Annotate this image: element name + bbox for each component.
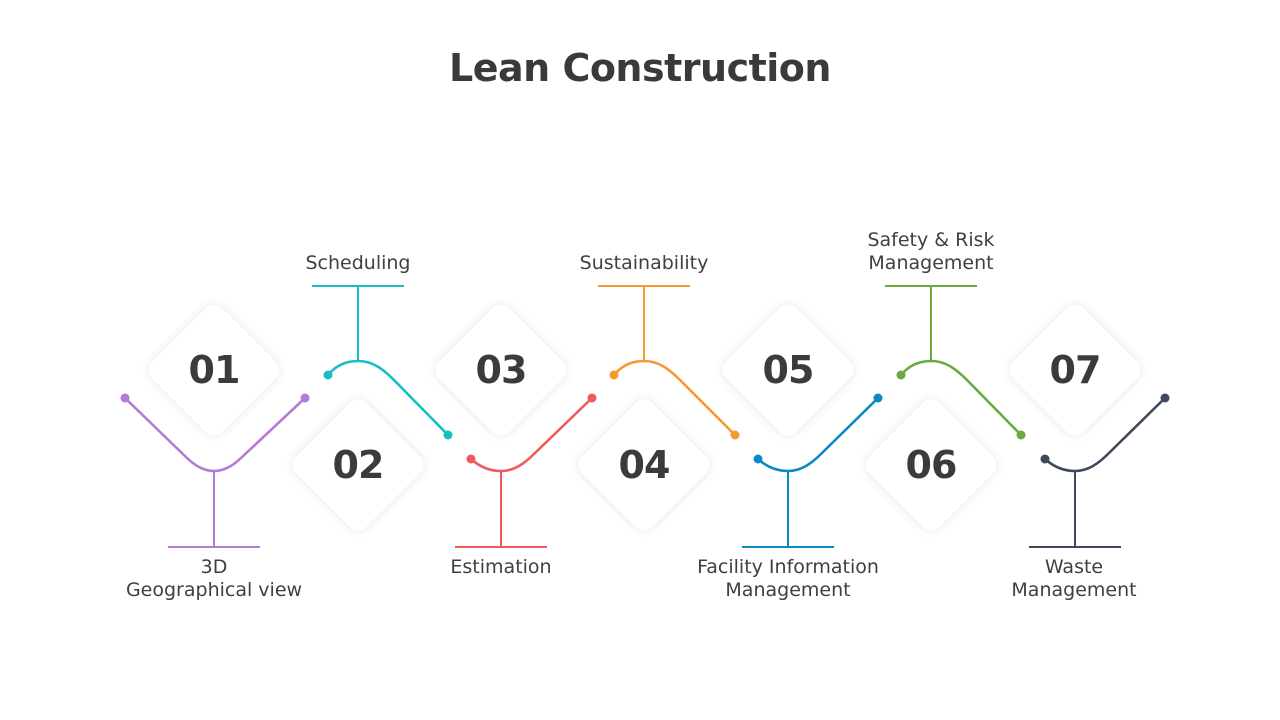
step-label-01: 3D Geographical view <box>125 556 303 601</box>
connector-dot-left-04 <box>609 370 619 380</box>
connector-dot-right-03 <box>587 393 597 403</box>
connector-dot-left-03 <box>466 454 476 464</box>
connector-dot-left-01 <box>120 393 130 403</box>
step-number: 05 <box>762 348 815 392</box>
step-diamond-01: 01 <box>142 298 286 442</box>
step-label-06: Safety & Risk Management <box>867 229 995 274</box>
step-diamond-05: 05 <box>716 298 860 442</box>
step-number: 01 <box>188 348 241 392</box>
connector-dot-right-07 <box>1160 393 1170 403</box>
step-number: 06 <box>905 443 958 487</box>
connector-dot-right-04 <box>730 430 740 440</box>
connector-step-07 <box>1029 393 1170 548</box>
connector-dot-left-07 <box>1040 454 1050 464</box>
connector-dot-right-02 <box>443 430 453 440</box>
connector-step-04 <box>598 285 740 440</box>
step-label-07: Waste Management <box>1011 556 1137 601</box>
connector-step-01 <box>120 393 310 548</box>
step-label-03: Estimation <box>450 556 552 578</box>
step-label-05: Facility Information Management <box>697 556 879 601</box>
connector-step-06 <box>885 285 1026 440</box>
step-diamond-03: 03 <box>429 298 573 442</box>
connector-dot-right-01 <box>300 393 310 403</box>
connector-dot-right-05 <box>873 393 883 403</box>
connector-step-03 <box>455 393 597 548</box>
step-label-02: Scheduling <box>305 252 411 274</box>
connector-dot-right-06 <box>1016 430 1026 440</box>
step-number: 02 <box>332 443 385 487</box>
connector-step-02 <box>312 285 453 440</box>
step-label-04: Sustainability <box>579 252 709 274</box>
connector-dot-left-02 <box>323 370 333 380</box>
connector-step-05 <box>742 393 883 548</box>
step-number: 07 <box>1049 348 1102 392</box>
connector-dot-left-06 <box>896 370 906 380</box>
step-number: 03 <box>475 348 528 392</box>
step-number: 04 <box>618 443 671 487</box>
connector-dot-left-05 <box>753 454 763 464</box>
step-diamond-06: 06 <box>859 393 1003 537</box>
step-diamond-04: 04 <box>572 393 716 537</box>
step-diamond-07: 07 <box>1003 298 1147 442</box>
slide-title: Lean Construction <box>449 46 831 90</box>
step-diamond-02: 02 <box>286 393 430 537</box>
